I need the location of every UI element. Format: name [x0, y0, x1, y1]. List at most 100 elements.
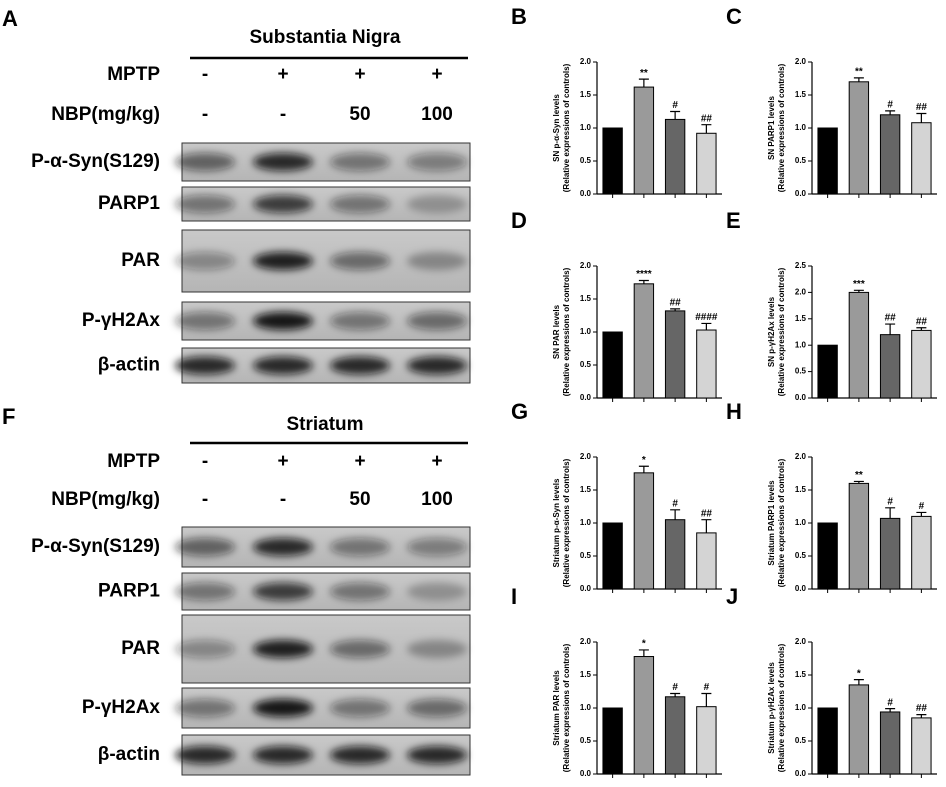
y-tick-label: 1.0: [580, 327, 592, 336]
band-label: PARP1: [98, 193, 160, 214]
band-label: PAR: [121, 250, 160, 271]
y-tick-label: 2.0: [795, 637, 807, 646]
significance-label: #: [672, 100, 678, 111]
blot-band: [407, 312, 467, 330]
y-tick-label: 1.0: [795, 340, 807, 349]
error-bar: [853, 679, 864, 685]
condition-level: +: [354, 64, 365, 85]
y-tick-label: 1.5: [795, 670, 807, 679]
bar: [879, 711, 901, 775]
condition-label: NBP(mg/kg): [51, 104, 160, 125]
bar: [879, 334, 901, 399]
y-tick-label: 0.0: [580, 769, 592, 778]
condition-level: +: [277, 451, 288, 472]
bar: [911, 515, 932, 590]
y-axis-label: (Relative expressions of controls): [562, 267, 571, 396]
blot-band: [175, 356, 235, 375]
band-label: P-α-Syn(S129): [31, 536, 160, 557]
condition-level: 100: [421, 489, 453, 510]
significance-label: ##: [885, 313, 897, 324]
y-tick-label: 0.5: [580, 551, 592, 560]
blot-band: [175, 252, 235, 270]
condition-label: MPTP: [107, 64, 160, 85]
error-bar: [885, 507, 896, 519]
y-axis-label: Striatum p-α-Syn levels: [552, 478, 561, 567]
bar: [602, 127, 623, 195]
bar: [602, 522, 623, 590]
bar: [633, 86, 655, 195]
bar: [879, 114, 901, 195]
significance-label: #: [672, 498, 678, 509]
y-tick-label: 1.5: [580, 90, 592, 99]
condition-level: 50: [349, 489, 370, 510]
y-tick-label: 1.0: [580, 518, 592, 527]
significance-label: #: [887, 697, 893, 708]
bar: [696, 132, 717, 195]
significance-label: ##: [916, 703, 928, 714]
bar: [879, 517, 901, 590]
bar: [696, 532, 717, 590]
blot-band: [175, 582, 235, 601]
significance-label: #: [919, 501, 925, 512]
panel-letter: B: [511, 4, 527, 29]
y-axis-label: (Relative expressions of controls): [777, 63, 786, 192]
condition-level: -: [202, 451, 208, 472]
error-bar: [701, 322, 712, 331]
error-bar: [885, 708, 896, 712]
blot-band: [253, 252, 313, 270]
blot-band: [175, 312, 235, 330]
y-axis-label: SN PAR levels: [552, 304, 561, 359]
y-tick-label: 1.0: [795, 703, 807, 712]
blot-band: [330, 312, 390, 330]
band-label: PAR: [121, 638, 160, 659]
y-axis-label: (Relative expressions of controls): [562, 643, 571, 772]
bar: [848, 684, 870, 775]
significance-label: *: [642, 639, 646, 650]
bar: [911, 122, 932, 195]
y-axis-label: SN p-α-Syn levels: [552, 94, 561, 162]
error-bar: [853, 77, 864, 82]
y-axis-label: SN p-γH2Ax levels: [767, 296, 776, 367]
y-tick-label: 2.0: [580, 261, 592, 270]
y-axis-label: Striatum PARP1 levels: [767, 480, 776, 566]
blot-band: [330, 699, 390, 717]
band-label: P-γH2Ax: [82, 310, 161, 331]
bar: [848, 81, 870, 195]
blot-band: [330, 582, 390, 601]
bar: [664, 118, 686, 195]
error-bar: [885, 323, 896, 335]
blot-band: [253, 538, 313, 556]
y-tick-label: 0.5: [580, 736, 592, 745]
y-axis-label: Striatum p-γH2Ax levels: [767, 662, 776, 754]
error-bar: [670, 692, 681, 697]
y-tick-label: 1.0: [580, 123, 592, 132]
error-bar: [670, 509, 681, 520]
panel-letter: I: [511, 584, 517, 609]
significance-label: *: [857, 668, 861, 679]
blot-band: [407, 538, 467, 556]
condition-level: -: [202, 64, 208, 85]
y-tick-label: 0.0: [795, 769, 807, 778]
panel-letter: F: [2, 404, 15, 429]
y-tick-label: 1.0: [580, 703, 592, 712]
panel-letter: H: [726, 399, 742, 424]
blot-band: [253, 312, 313, 330]
bar: [696, 706, 717, 775]
blot-band: [253, 195, 313, 213]
bar: [848, 291, 870, 399]
y-tick-label: 2.0: [795, 288, 807, 297]
error-bar: [853, 289, 864, 293]
significance-label: #: [672, 682, 678, 693]
y-axis-label: Striatum PAR levels: [552, 670, 561, 746]
band-label: β-actin: [98, 744, 160, 765]
blot-band: [330, 195, 390, 213]
y-tick-label: 1.5: [580, 485, 592, 494]
blot-band: [175, 746, 235, 764]
blot-band: [407, 640, 467, 658]
bar: [602, 331, 623, 399]
condition-level: 100: [421, 104, 453, 125]
significance-label: ####: [695, 312, 718, 323]
bar: [817, 707, 838, 775]
y-tick-label: 0.0: [580, 393, 592, 402]
y-axis-label: (Relative expressions of controls): [777, 643, 786, 772]
